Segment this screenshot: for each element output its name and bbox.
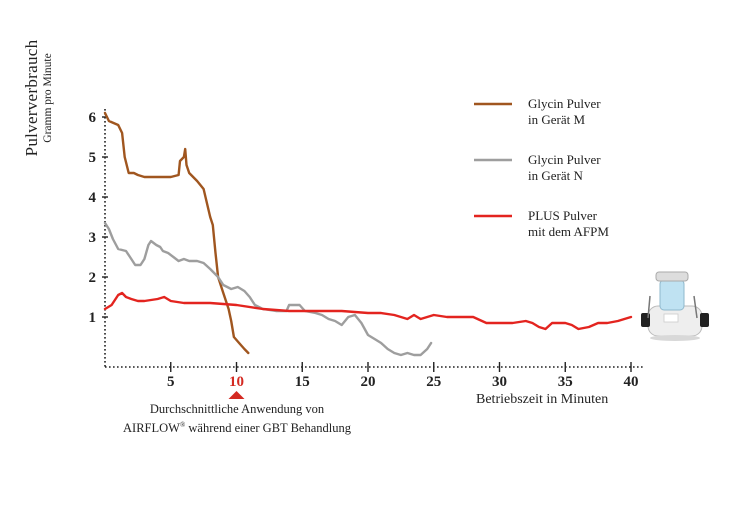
legend-label-2-line-1: Glycin Pulver: [528, 152, 601, 167]
legend-label-2-line-2: in Gerät N: [528, 168, 583, 183]
x-tick-label-highlight: 10: [229, 374, 244, 390]
x-tick-label: 25: [426, 374, 441, 390]
highlight-marker-triangle: [228, 391, 245, 399]
annotation: Durchschnittliche Anwendung von AIRFLOW®…: [92, 401, 382, 436]
y-tick-label: 5: [89, 150, 97, 166]
device-illustration: [641, 271, 709, 341]
annotation-line-1: Durchschnittliche Anwendung von: [149, 402, 325, 416]
device-panel: [663, 313, 679, 323]
annotation-line-2: AIRFLOW® während einer GBT Behandlung: [92, 417, 382, 436]
axes: 1 2 3 4 5 6 5 10 15 20 25 30 35 40: [89, 109, 645, 399]
y-tick-label: 4: [89, 190, 97, 206]
annotation-airflow: AIRFLOW: [123, 421, 180, 436]
x-tick-label: 40: [624, 374, 639, 390]
legend-label-3-line-1: PLUS Pulver: [528, 208, 598, 223]
annotation-rest: während einer GBT Behandlung: [185, 421, 351, 436]
y-axis-sublabel: Gramm pro Minute: [42, 53, 54, 143]
device-lid: [655, 271, 689, 282]
legend-label-1-line-2: in Gerät M: [528, 112, 585, 127]
x-tick-label: 30: [492, 374, 507, 390]
device-handpiece-right: [700, 313, 709, 327]
y-tick-label: 2: [89, 270, 97, 286]
x-tick-label: 15: [295, 374, 310, 390]
y-tick-label: 3: [89, 230, 97, 246]
x-tick-label: 20: [361, 374, 376, 390]
x-tick-label: 5: [167, 374, 175, 390]
series-line-2: [103, 221, 433, 357]
series-line-1: [103, 111, 250, 355]
legend-label-1-line-1: Glycin Pulver: [528, 96, 601, 111]
series-group: [103, 111, 633, 357]
y-tick-label: 1: [89, 310, 97, 326]
x-tick-label: 35: [558, 374, 573, 390]
series-line-3: [103, 291, 633, 331]
device-handle-left: [647, 295, 651, 319]
device-reservoir: [659, 279, 685, 311]
legend-label-3-line-2: mit dem AFPM: [528, 224, 609, 239]
y-axis-title: Pulververbrauch Gramm pro Minute: [22, 8, 55, 188]
device-handle-right: [693, 295, 698, 319]
y-axis-label: Pulververbrauch: [22, 39, 41, 157]
annotation-registered-mark: ®: [179, 421, 186, 429]
y-tick-label: 6: [89, 110, 97, 126]
device-foot: [650, 335, 700, 341]
x-axis-label: Betriebszeit in Minuten: [476, 392, 609, 407]
